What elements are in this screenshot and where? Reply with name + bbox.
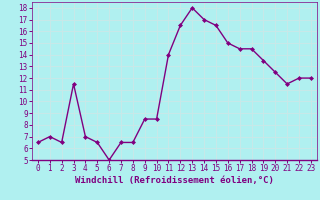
X-axis label: Windchill (Refroidissement éolien,°C): Windchill (Refroidissement éolien,°C)	[75, 176, 274, 185]
